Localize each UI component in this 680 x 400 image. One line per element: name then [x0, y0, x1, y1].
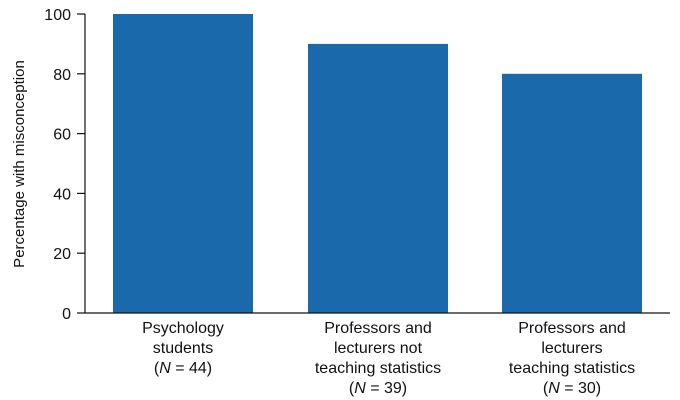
category-label-line: (N = 30) [543, 380, 601, 397]
category-label-line: lecturers [541, 340, 602, 357]
bars [113, 14, 642, 314]
category-label-segment: students [153, 340, 213, 357]
category-label-line: (N = 44) [154, 360, 212, 377]
y-tick-label: 100 [44, 7, 71, 24]
category-label-segment: = 30) [560, 380, 601, 397]
y-axis-ticks: 0 20 40 60 80 100 [44, 7, 85, 323]
category-label-segment: Professors and [518, 320, 626, 337]
y-axis-title-group: Percentage with misconception [11, 60, 28, 268]
category-label-segment: = 39) [366, 380, 407, 397]
y-tick-label: 60 [53, 127, 71, 144]
category-label-segment: Psychology [142, 320, 224, 337]
category-label-line: Professors and [518, 320, 626, 337]
category-label-line: students [153, 340, 213, 357]
axes [84, 14, 670, 314]
category-label-segment: ( [349, 380, 355, 397]
category-label-segment: teaching statistics [509, 360, 635, 377]
category-label-segment: teaching statistics [315, 360, 441, 377]
category-label-segment: ( [543, 380, 549, 397]
category-label-line: teaching statistics [315, 360, 441, 377]
category-label-segment: lecturers not [334, 340, 423, 357]
y-tick-label: 40 [53, 186, 71, 203]
bar [113, 14, 253, 313]
category-label-segment: ( [154, 360, 160, 377]
category-label-segment: N [548, 380, 560, 397]
category-label-segment: Professors and [324, 320, 432, 337]
category-label-segment: N [354, 380, 366, 397]
category-label-line: lecturers not [334, 340, 423, 357]
category-label-line: Psychology [142, 320, 224, 337]
category-label-line: teaching statistics [509, 360, 635, 377]
y-tick-label: 20 [53, 246, 71, 263]
bar [308, 43, 448, 314]
bar [502, 73, 642, 313]
y-tick-label: 80 [53, 67, 71, 84]
category-label-line: (N = 39) [349, 380, 407, 397]
category-label-line: Professors and [324, 320, 432, 337]
category-label-segment: lecturers [541, 340, 602, 357]
y-tick-label: 0 [62, 306, 71, 323]
category-label-segment: = 44) [171, 360, 212, 377]
y-axis-title: Percentage with misconception [11, 60, 28, 268]
category-label-segment: N [159, 360, 171, 377]
